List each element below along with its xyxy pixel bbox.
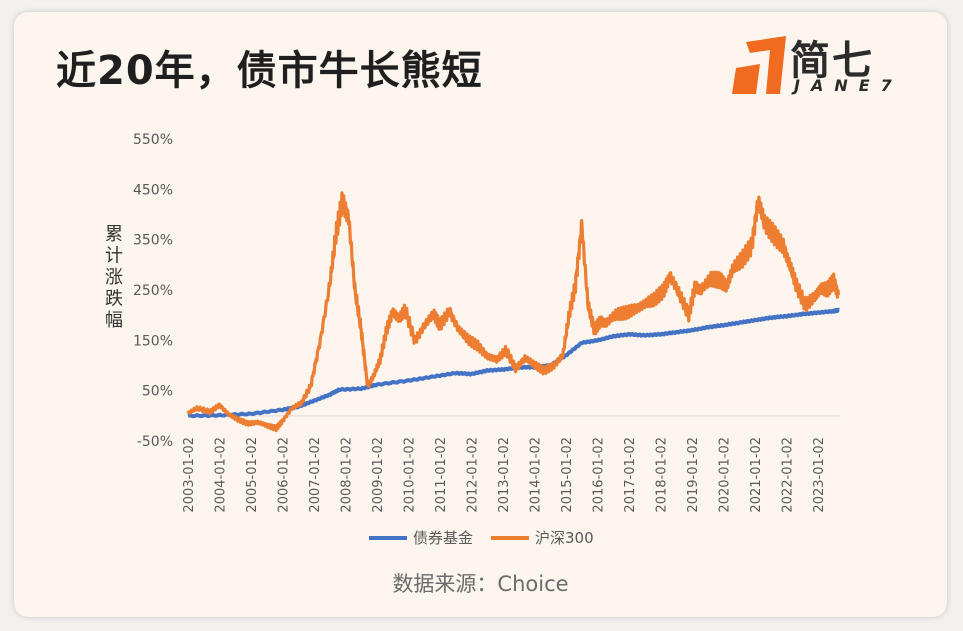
chart-card: 近20年，债市牛长熊短 简七 JANE7 累计涨跌幅 -50% 50% 150% 25… bbox=[14, 12, 947, 617]
y-tick-label: 550% bbox=[133, 132, 173, 148]
x-tick-label: 2023-01-02 bbox=[812, 437, 827, 513]
y-tick-label: 150% bbox=[133, 333, 173, 349]
x-tick-label: 2018-01-02 bbox=[654, 437, 669, 513]
x-tick-label: 2010-01-02 bbox=[402, 437, 417, 513]
legend-label: 沪深300 bbox=[535, 529, 594, 547]
y-axis-label: 累计涨跌幅 bbox=[105, 224, 123, 331]
x-tick-label: 2016-01-02 bbox=[591, 437, 606, 513]
series-layer bbox=[186, 191, 841, 433]
x-axis: 2003-01-02 2004-01-02 2005-01-02 2006-01-02… bbox=[182, 437, 827, 513]
y-tick-label: 250% bbox=[133, 283, 173, 299]
x-tick-label: 2019-01-02 bbox=[686, 437, 701, 513]
y-tick-label: -50% bbox=[137, 434, 173, 450]
data-source: 数据来源：Choice bbox=[392, 572, 569, 596]
x-tick-label: 2006-01-02 bbox=[276, 437, 291, 513]
line-chart: 累计涨跌幅 -50% 50% 150% 250% 350% 450% 550% 2003-0… bbox=[105, 132, 841, 547]
x-tick-label: 2015-01-02 bbox=[560, 437, 575, 513]
y-axis-title: 累计涨跌幅 bbox=[105, 224, 123, 331]
series-line-csi300 bbox=[186, 191, 840, 433]
logo-mark-icon bbox=[732, 36, 786, 94]
x-tick-label: 2013-01-02 bbox=[497, 437, 512, 513]
legend: 债券基金 沪深300 bbox=[369, 529, 594, 547]
brand-logo: 简七 JANE7 bbox=[720, 26, 900, 98]
x-tick-label: 2005-01-02 bbox=[245, 437, 260, 513]
y-axis: -50% 50% 150% 250% 350% 450% 550% bbox=[133, 132, 173, 450]
x-tick-label: 2021-01-02 bbox=[749, 437, 764, 513]
x-tick-label: 2008-01-02 bbox=[339, 437, 354, 513]
x-tick-label: 2020-01-02 bbox=[717, 437, 732, 513]
logo-text: 简七 bbox=[790, 38, 874, 84]
y-tick-label: 350% bbox=[133, 233, 173, 249]
x-tick-label: 2014-01-02 bbox=[528, 437, 543, 513]
x-tick-label: 2004-01-02 bbox=[213, 437, 228, 513]
y-tick-label: 450% bbox=[133, 182, 173, 198]
x-tick-label: 2003-01-02 bbox=[182, 437, 197, 513]
legend-label: 债券基金 bbox=[413, 529, 473, 547]
logo-subtext: JANE7 bbox=[794, 76, 903, 95]
y-tick-label: 50% bbox=[142, 384, 173, 400]
chart-title: 近20年，债市牛长熊短 bbox=[56, 48, 483, 94]
x-tick-label: 2009-01-02 bbox=[371, 437, 386, 513]
x-tick-label: 2022-01-02 bbox=[780, 437, 795, 513]
x-tick-label: 2017-01-02 bbox=[623, 437, 638, 513]
x-tick-label: 2012-01-02 bbox=[465, 437, 480, 513]
x-tick-label: 2011-01-02 bbox=[434, 437, 449, 513]
x-tick-label: 2007-01-02 bbox=[308, 437, 323, 513]
